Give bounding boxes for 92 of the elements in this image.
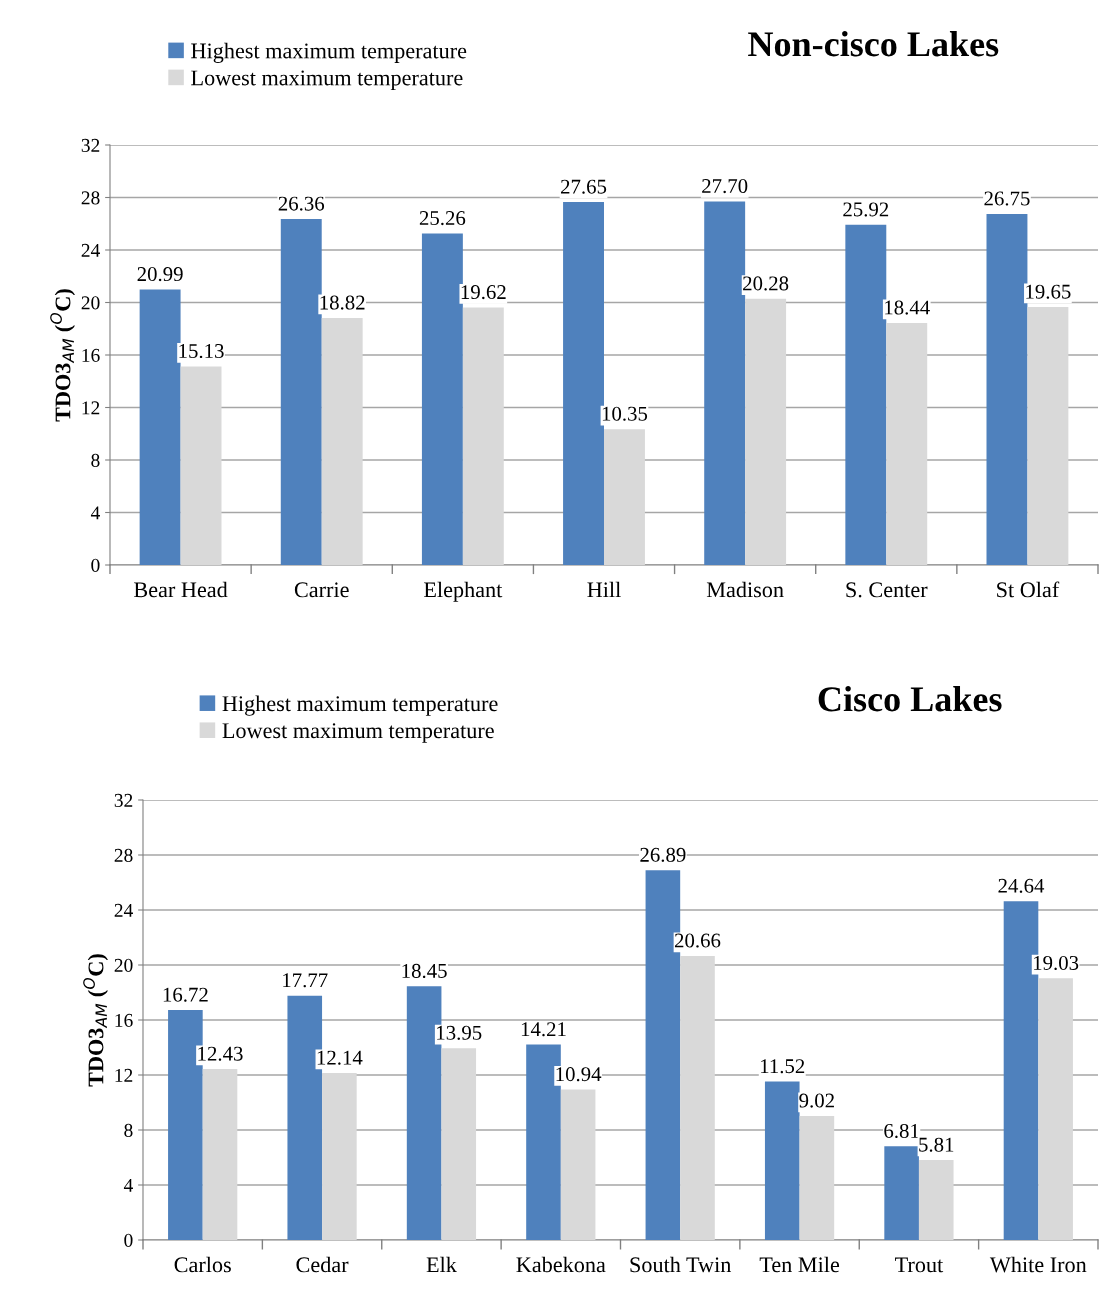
y-tick-label: 12 xyxy=(115,1068,133,1082)
y-tick-label: 4 xyxy=(90,506,100,520)
bar xyxy=(280,219,322,565)
bar xyxy=(1038,978,1073,1240)
data-label: 27.70 xyxy=(702,178,748,194)
bar xyxy=(799,1115,835,1240)
bar xyxy=(441,1048,477,1240)
bar xyxy=(884,1146,919,1240)
bar xyxy=(322,1073,357,1240)
data-label: 20.28 xyxy=(743,276,789,291)
x-tick-label: Hill xyxy=(587,581,621,598)
x-tick-label: St Olaf xyxy=(997,581,1060,598)
x-tick-label: Cedar xyxy=(296,1256,349,1273)
bar xyxy=(918,1160,954,1240)
x-tick-label: Trout xyxy=(895,1257,944,1273)
data-label: 26.75 xyxy=(984,191,1030,206)
data-label: 12.14 xyxy=(317,1050,363,1065)
legend-label: Highest maximum temperature xyxy=(191,42,467,63)
data-label: 19.62 xyxy=(461,285,506,300)
data-label: 25.26 xyxy=(419,211,466,226)
y-axis-title: TDO3$_{AM}$ ($^{O}$C) xyxy=(83,954,108,1087)
data-label: 24.64 xyxy=(998,878,1045,893)
x-tick-label: South Twin xyxy=(630,1256,732,1273)
bar xyxy=(986,213,1028,565)
bar xyxy=(180,366,222,565)
y-tick-label: 24 xyxy=(81,243,100,257)
data-label: 19.03 xyxy=(1034,955,1079,971)
y-axis-title: TDO3$_{AM}$ ($^{O}$C) xyxy=(50,289,75,422)
data-label: 10.35 xyxy=(602,406,648,421)
x-tick-label: Carlos xyxy=(174,1256,231,1273)
bar xyxy=(563,202,604,565)
data-label: 9.02 xyxy=(799,1093,834,1108)
y-tick-label: 28 xyxy=(114,848,133,862)
bar xyxy=(560,1089,596,1240)
y-tick-label: 16 xyxy=(82,348,100,362)
y-tick-label: 20 xyxy=(81,296,100,310)
chart-title: Cisco Lakes xyxy=(818,686,1002,712)
bar xyxy=(745,298,787,565)
data-label: 19.65 xyxy=(1026,284,1071,299)
x-tick-label: S. Center xyxy=(846,582,928,598)
data-label: 25.92 xyxy=(843,202,889,217)
data-label: 27.65 xyxy=(561,179,607,194)
data-label: 20.66 xyxy=(674,933,721,948)
data-label: 17.77 xyxy=(283,973,328,988)
data-label: 6.81 xyxy=(884,1123,919,1139)
y-tick-label: 20 xyxy=(114,958,133,972)
y-tick-label: 8 xyxy=(124,1123,133,1137)
data-label: 26.36 xyxy=(278,196,325,211)
bar xyxy=(421,233,463,565)
data-label: 20.99 xyxy=(137,267,183,282)
legend-label: Lowest maximum temperature xyxy=(222,723,494,743)
bar xyxy=(764,1081,800,1240)
data-label: 11.52 xyxy=(761,1059,805,1074)
x-tick-label: Carrie xyxy=(294,582,349,598)
data-label: 14.21 xyxy=(521,1022,566,1037)
data-label: 15.13 xyxy=(179,344,224,359)
bar xyxy=(604,429,645,565)
y-tick-label: 8 xyxy=(91,453,100,467)
bar xyxy=(1027,307,1069,565)
x-tick-label: Bear Head xyxy=(134,581,228,598)
y-tick-label: 16 xyxy=(115,1013,133,1027)
y-tick-label: 12 xyxy=(82,401,100,415)
bar xyxy=(680,955,715,1240)
legend-label: Highest maximum temperature xyxy=(222,695,498,716)
x-tick-label: Elk xyxy=(426,1256,457,1273)
x-tick-label: White Iron xyxy=(989,1256,1087,1273)
y-tick-label: 0 xyxy=(124,1233,133,1247)
x-tick-label: Madison xyxy=(706,581,784,598)
bar xyxy=(139,289,181,565)
data-label: 16.72 xyxy=(163,987,208,1002)
data-label: 5.81 xyxy=(919,1137,954,1152)
data-label: 10.94 xyxy=(556,1067,602,1082)
chart-title: Non-cisco Lakes xyxy=(748,31,999,57)
bar xyxy=(845,224,887,565)
y-tick-label: 0 xyxy=(91,558,100,572)
data-label: 18.44 xyxy=(885,300,930,315)
y-tick-label: 24 xyxy=(114,903,133,917)
data-label: 12.43 xyxy=(198,1046,243,1061)
y-tick-label: 4 xyxy=(123,1178,133,1192)
legend-label: Lowest maximum temperature xyxy=(191,70,463,90)
data-label: 18.45 xyxy=(402,963,447,979)
bar xyxy=(202,1069,238,1240)
x-tick-label: Kabekona xyxy=(516,1256,606,1273)
y-tick-label: 32 xyxy=(81,138,100,152)
data-label: 18.82 xyxy=(320,295,365,310)
x-tick-label: Elephant xyxy=(424,581,503,602)
data-label: 13.95 xyxy=(437,1025,482,1040)
bar xyxy=(462,307,504,565)
x-tick-label: Ten Mile xyxy=(759,1256,840,1273)
y-tick-label: 28 xyxy=(81,191,100,205)
y-tick-label: 32 xyxy=(114,793,133,807)
data-label: 26.89 xyxy=(640,847,686,862)
